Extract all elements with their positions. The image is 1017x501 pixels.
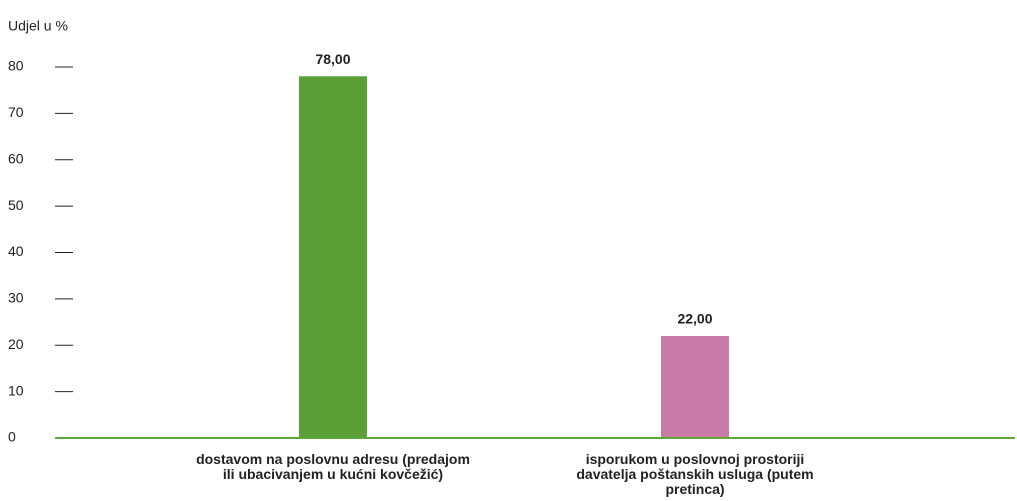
y-tick-label: 50 <box>8 197 24 213</box>
y-tick-label: 70 <box>8 104 24 120</box>
y-tick-label: 30 <box>8 290 24 306</box>
value-label: 78,00 <box>315 51 350 67</box>
bar <box>661 335 729 438</box>
value-label: 22,00 <box>677 311 712 327</box>
y-tick-label: 20 <box>8 336 24 352</box>
y-axis-label: Udjel u % <box>8 18 68 34</box>
y-tick-label: 60 <box>8 150 24 166</box>
x-tick-label: dostavom na poslovnu adresu (predajom il… <box>196 451 470 482</box>
x-tick-label: isporukom u poslovnoj prostoriji davatel… <box>576 451 814 497</box>
y-tick-label: 0 <box>8 429 16 445</box>
y-tick-label: 40 <box>8 243 24 259</box>
y-tick-label: 10 <box>8 382 24 398</box>
y-tick-label: 80 <box>8 58 24 74</box>
bar <box>299 76 367 439</box>
